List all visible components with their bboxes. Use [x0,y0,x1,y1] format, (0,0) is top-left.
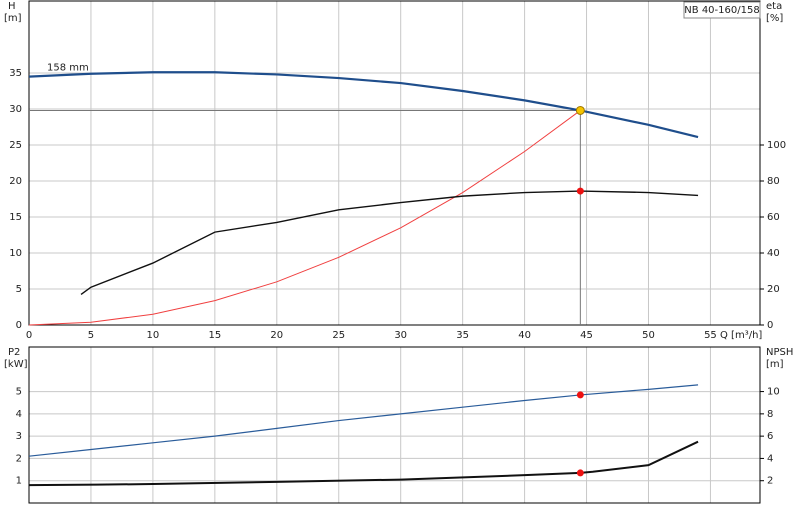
y2-axis-label: NPSH [766,347,793,358]
plot-frame [28,346,761,504]
plot-frame [28,0,761,326]
curve [28,71,699,139]
y-axis-label: H [8,1,16,12]
y2-tick-label: 40 [767,248,780,259]
y-axis-label: [kW] [4,359,28,370]
x-tick-label: 55 [704,330,717,341]
y2-axis-label: eta [766,1,782,12]
y2-axis-label: [%] [766,13,783,24]
y-tick-label: 5 [16,387,22,398]
curve [28,440,699,487]
y-tick-label: 1 [16,476,22,487]
y-tick-label: 3 [16,431,22,442]
curve [28,384,699,457]
y-tick-label: 35 [9,68,22,79]
operating-point [575,105,585,115]
x-tick-label: 25 [332,330,345,341]
x-tick-label: 50 [642,330,655,341]
y2-tick-label: 10 [767,387,780,398]
y2-tick-label: 20 [767,284,780,295]
marker [576,391,584,399]
y2-tick-label: 6 [767,431,773,442]
y-tick-label: 25 [9,140,22,151]
marker [576,469,584,477]
title-box [683,1,761,19]
y2-tick-label: 80 [767,176,780,187]
x-tick-label: 15 [208,330,221,341]
x-tick-label: 40 [518,330,531,341]
y-axis-label: [m] [4,13,22,24]
curve-label: 158 mm [47,63,89,74]
y2-tick-label: 4 [767,453,773,464]
y-tick-label: 20 [9,176,22,187]
curve [28,110,581,326]
y2-tick-label: 8 [767,409,773,420]
y2-tick-label: 60 [767,212,780,223]
x-tick-label: 45 [580,330,593,341]
y-tick-label: 15 [9,212,22,223]
x-tick-label: 35 [456,330,469,341]
y-axis-label: P2 [8,347,20,358]
x-tick-label: 5 [88,330,94,341]
y-tick-label: 2 [16,453,22,464]
curve [80,190,699,295]
x-tick-label: 20 [270,330,283,341]
y2-tick-label: 0 [767,320,773,331]
x-tick-label: 0 [26,330,32,341]
marker [576,187,584,195]
x-tick-label: 10 [147,330,160,341]
y-tick-label: 10 [9,248,22,259]
x-axis-label: Q [m³/h] [720,330,762,341]
chart-title: NB 40-160/158 [684,5,759,16]
y2-tick-label: 100 [767,140,786,151]
y-tick-label: 5 [16,284,22,295]
y2-tick-label: 2 [767,476,773,487]
x-tick-label: 30 [394,330,407,341]
y-tick-label: 30 [9,104,22,115]
y-tick-label: 4 [16,409,22,420]
y2-axis-label: [m] [766,359,784,370]
y-tick-label: 0 [16,320,22,331]
